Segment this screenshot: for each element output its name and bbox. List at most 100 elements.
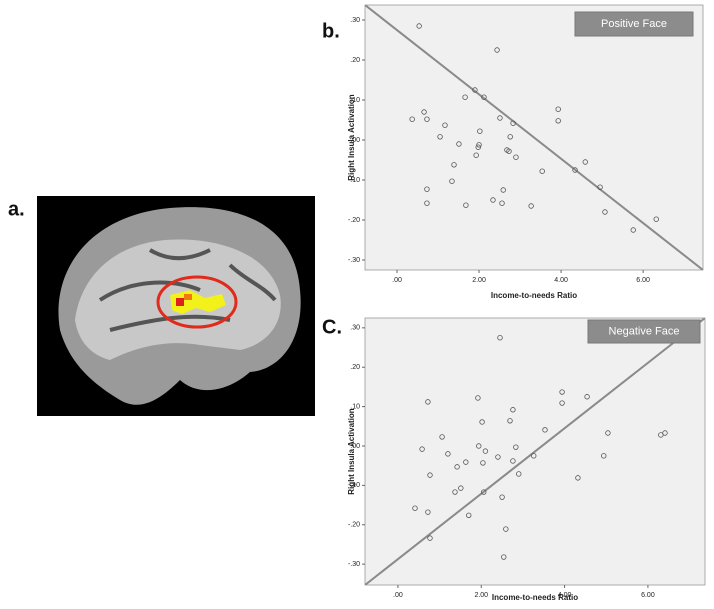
- scatter-point: [584, 394, 590, 400]
- scatter-point: [494, 47, 500, 53]
- scatter-point: [510, 407, 516, 413]
- scatter-point: [456, 141, 462, 147]
- scatter-point: [559, 389, 565, 395]
- y-tick-label: -.20: [348, 217, 360, 224]
- scatter-point: [416, 23, 422, 29]
- scatter-point: [497, 334, 503, 341]
- y-tick-label: .00: [350, 137, 360, 144]
- scatter-point: [555, 118, 561, 124]
- scatter-point: [495, 454, 501, 460]
- plot-content: [365, 5, 703, 270]
- legend-title: Positive Face: [601, 18, 667, 30]
- scatter-point: [475, 395, 481, 401]
- plot-content: [365, 318, 705, 585]
- scatter-point: [419, 446, 425, 452]
- scatter-point: [437, 134, 443, 140]
- panel-label: b.: [322, 20, 340, 42]
- scatter-point: [427, 535, 433, 541]
- x-tick-label: 4.00: [554, 277, 568, 284]
- scatter-point: [424, 186, 430, 192]
- y-tick-label: .10: [350, 403, 360, 410]
- scatter-point: [481, 489, 487, 495]
- x-axis-label: Income-to-needs Ratio: [491, 291, 577, 300]
- scatter-point: [513, 154, 519, 160]
- x-axis-label: Income-to-needs Ratio: [492, 593, 578, 602]
- scatter-point: [439, 434, 445, 440]
- scatter-point: [582, 159, 588, 165]
- scatter-point: [507, 134, 513, 140]
- scatter-point: [479, 419, 485, 425]
- scatter-point: [601, 453, 607, 459]
- scatter-point: [463, 202, 469, 208]
- y-tick-label: .20: [350, 364, 360, 371]
- scatter-point: [528, 203, 534, 209]
- y-tick-label: -.10: [348, 177, 360, 184]
- x-tick-label: 6.00: [641, 592, 655, 599]
- y-tick-label: -.30: [348, 561, 360, 568]
- x-tick-label: 6.00: [636, 277, 650, 284]
- x-tick-label: 4.00: [558, 592, 572, 599]
- y-axis-label: Right Insula Activation: [347, 408, 356, 494]
- scatter-point: [507, 418, 513, 424]
- x-tick-label: .00: [392, 277, 402, 284]
- scatter-point: [575, 475, 581, 481]
- scatter-point: [463, 459, 469, 465]
- scatter-point: [442, 122, 448, 128]
- scatter-point: [454, 464, 460, 470]
- y-tick-label: -.10: [348, 482, 360, 489]
- scatter-point: [539, 168, 545, 174]
- scatter-point: [476, 443, 482, 449]
- scatter-point: [662, 430, 668, 436]
- scatter-point: [499, 494, 505, 500]
- scatter-point: [559, 400, 565, 406]
- scatter-point: [506, 148, 512, 154]
- legend-box: [587, 319, 701, 344]
- scatter-point: [605, 430, 611, 436]
- scatter-point: [555, 106, 561, 112]
- y-tick-label: .30: [350, 325, 360, 332]
- scatter-point: [462, 94, 468, 100]
- scatter-point: [475, 144, 481, 150]
- scatter-point: [476, 142, 482, 148]
- scatter-point: [409, 116, 415, 122]
- scatter-point: [510, 120, 516, 126]
- fit-line: [365, 5, 703, 270]
- scatter-point: [503, 526, 509, 532]
- x-tick-label: 2.00: [472, 277, 486, 284]
- scatter-point: [481, 94, 487, 100]
- y-tick-label: .30: [350, 17, 360, 24]
- scatter-point: [412, 505, 418, 511]
- y-tick-label: .00: [350, 443, 360, 450]
- legend-title: Negative Face: [609, 325, 680, 337]
- scatter-point: [630, 227, 636, 233]
- scatter-point: [572, 167, 578, 173]
- scatter-point: [424, 116, 430, 122]
- panel-label: C.: [322, 316, 342, 338]
- scatter-point: [531, 453, 537, 459]
- scatter-point: [449, 178, 455, 184]
- scatter-point: [510, 458, 516, 464]
- scatter-point: [490, 197, 496, 203]
- scatter-point: [421, 109, 427, 115]
- scatter-point: [513, 444, 519, 450]
- scatter-point: [425, 399, 431, 405]
- scatter-point: [500, 187, 506, 193]
- scatter-point: [602, 209, 608, 215]
- brain-image: [37, 196, 315, 416]
- legend-box: [574, 11, 694, 37]
- x-tick-label: .00: [393, 592, 403, 599]
- scatter-point: [516, 471, 522, 477]
- scatter-point: [501, 554, 507, 560]
- scatter-point: [458, 485, 464, 491]
- scatter-point: [497, 115, 503, 121]
- scatter-point: [466, 512, 472, 518]
- scatter-point: [445, 451, 451, 457]
- y-tick-label: .20: [350, 57, 360, 64]
- scatter-point: [477, 128, 483, 134]
- y-tick-label: .10: [350, 97, 360, 104]
- scatter-point: [653, 216, 659, 222]
- scatter-point: [480, 460, 486, 466]
- x-tick-label: 2.00: [474, 592, 488, 599]
- y-tick-label: -.20: [348, 522, 360, 529]
